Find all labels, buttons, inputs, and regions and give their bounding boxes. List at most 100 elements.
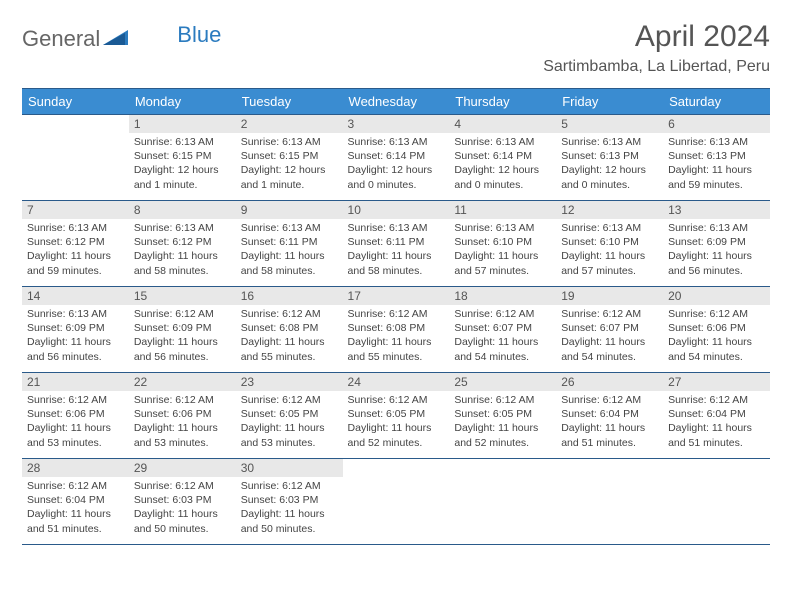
day-line: Sunset: 6:05 PM (454, 407, 551, 421)
day-content: Sunrise: 6:12 AMSunset: 6:03 PMDaylight:… (236, 477, 343, 539)
day-line: Sunrise: 6:13 AM (454, 135, 551, 149)
day-line: Daylight: 11 hours (348, 335, 445, 349)
day-line: Sunset: 6:06 PM (134, 407, 231, 421)
day-line: and 59 minutes. (27, 264, 124, 278)
day-content: Sunrise: 6:13 AMSunset: 6:11 PMDaylight:… (343, 219, 450, 281)
day-line: Sunset: 6:09 PM (134, 321, 231, 335)
day-line: Sunset: 6:14 PM (454, 149, 551, 163)
calendar-week-row: 28Sunrise: 6:12 AMSunset: 6:04 PMDayligh… (22, 459, 770, 545)
day-line: Sunset: 6:11 PM (241, 235, 338, 249)
calendar-day-cell (556, 459, 663, 545)
calendar-day-cell: 16Sunrise: 6:12 AMSunset: 6:08 PMDayligh… (236, 287, 343, 373)
brand-part1: General (22, 26, 100, 52)
calendar-day-cell: 22Sunrise: 6:12 AMSunset: 6:06 PMDayligh… (129, 373, 236, 459)
day-line: and 1 minute. (134, 178, 231, 192)
day-number: 23 (236, 373, 343, 391)
day-number: 6 (663, 115, 770, 133)
day-number: 16 (236, 287, 343, 305)
day-content: Sunrise: 6:12 AMSunset: 6:04 PMDaylight:… (556, 391, 663, 453)
day-line: Sunset: 6:03 PM (241, 493, 338, 507)
calendar-day-cell: 17Sunrise: 6:12 AMSunset: 6:08 PMDayligh… (343, 287, 450, 373)
day-line: Sunrise: 6:12 AM (454, 393, 551, 407)
day-line: Sunset: 6:04 PM (668, 407, 765, 421)
day-line: and 58 minutes. (241, 264, 338, 278)
day-line: Sunrise: 6:12 AM (561, 307, 658, 321)
day-line: and 56 minutes. (134, 350, 231, 364)
day-line: Sunset: 6:10 PM (561, 235, 658, 249)
brand-logo: General Blue (22, 20, 221, 52)
calendar-day-cell: 3Sunrise: 6:13 AMSunset: 6:14 PMDaylight… (343, 115, 450, 201)
day-line: Sunrise: 6:13 AM (668, 135, 765, 149)
day-line: Sunset: 6:06 PM (27, 407, 124, 421)
day-number: 21 (22, 373, 129, 391)
day-line: and 54 minutes. (454, 350, 551, 364)
day-content: Sunrise: 6:12 AMSunset: 6:03 PMDaylight:… (129, 477, 236, 539)
day-line: Daylight: 11 hours (27, 249, 124, 263)
day-line: Daylight: 11 hours (348, 421, 445, 435)
day-line: Sunrise: 6:12 AM (561, 393, 658, 407)
day-content: Sunrise: 6:12 AMSunset: 6:09 PMDaylight:… (129, 305, 236, 367)
day-content: Sunrise: 6:13 AMSunset: 6:14 PMDaylight:… (343, 133, 450, 195)
day-number: 5 (556, 115, 663, 133)
day-content: Sunrise: 6:12 AMSunset: 6:08 PMDaylight:… (343, 305, 450, 367)
day-content: Sunrise: 6:12 AMSunset: 6:05 PMDaylight:… (236, 391, 343, 453)
day-line: Daylight: 11 hours (454, 249, 551, 263)
day-line: Daylight: 11 hours (27, 421, 124, 435)
day-content: Sunrise: 6:12 AMSunset: 6:06 PMDaylight:… (129, 391, 236, 453)
day-line: Sunrise: 6:13 AM (561, 221, 658, 235)
day-line: Daylight: 11 hours (134, 507, 231, 521)
day-line: Daylight: 11 hours (668, 163, 765, 177)
day-line: Daylight: 11 hours (668, 421, 765, 435)
calendar-day-cell: 11Sunrise: 6:13 AMSunset: 6:10 PMDayligh… (449, 201, 556, 287)
weekday-header: Wednesday (343, 89, 450, 115)
day-number: 30 (236, 459, 343, 477)
day-line: Daylight: 11 hours (454, 421, 551, 435)
day-content: Sunrise: 6:13 AMSunset: 6:11 PMDaylight:… (236, 219, 343, 281)
day-line: Sunrise: 6:12 AM (27, 393, 124, 407)
day-line: and 0 minutes. (348, 178, 445, 192)
day-content: Sunrise: 6:13 AMSunset: 6:14 PMDaylight:… (449, 133, 556, 195)
day-line: Sunset: 6:07 PM (561, 321, 658, 335)
calendar-day-cell: 15Sunrise: 6:12 AMSunset: 6:09 PMDayligh… (129, 287, 236, 373)
day-line: Sunrise: 6:13 AM (668, 221, 765, 235)
weekday-header: Thursday (449, 89, 556, 115)
day-number: 11 (449, 201, 556, 219)
day-line: and 56 minutes. (27, 350, 124, 364)
day-line: and 55 minutes. (241, 350, 338, 364)
day-line: Daylight: 11 hours (134, 249, 231, 263)
day-number: 22 (129, 373, 236, 391)
day-number: 1 (129, 115, 236, 133)
month-title: April 2024 (543, 20, 770, 54)
calendar-day-cell: 30Sunrise: 6:12 AMSunset: 6:03 PMDayligh… (236, 459, 343, 545)
day-content: Sunrise: 6:12 AMSunset: 6:07 PMDaylight:… (449, 305, 556, 367)
brand-part2: Blue (177, 22, 221, 48)
day-line: and 53 minutes. (241, 436, 338, 450)
day-line: Sunset: 6:05 PM (241, 407, 338, 421)
calendar-day-cell: 5Sunrise: 6:13 AMSunset: 6:13 PMDaylight… (556, 115, 663, 201)
weekday-header: Sunday (22, 89, 129, 115)
day-line: Daylight: 11 hours (241, 507, 338, 521)
day-line: Sunset: 6:09 PM (27, 321, 124, 335)
day-number: 28 (22, 459, 129, 477)
calendar-day-cell: 10Sunrise: 6:13 AMSunset: 6:11 PMDayligh… (343, 201, 450, 287)
day-line: Daylight: 12 hours (561, 163, 658, 177)
calendar-day-cell: 21 Sunrise: 6:12 AMSunset: 6:06 PMDayligh… (22, 373, 129, 459)
day-line: Sunrise: 6:13 AM (134, 221, 231, 235)
calendar-day-cell: 7Sunrise: 6:13 AMSunset: 6:12 PMDaylight… (22, 201, 129, 287)
day-line: Daylight: 11 hours (241, 335, 338, 349)
calendar-day-cell (663, 459, 770, 545)
day-content: Sunrise: 6:13 AMSunset: 6:12 PMDaylight:… (22, 219, 129, 281)
day-content: Sunrise: 6:13 AMSunset: 6:09 PMDaylight:… (663, 219, 770, 281)
day-number: 27 (663, 373, 770, 391)
day-line: Daylight: 11 hours (668, 335, 765, 349)
calendar-day-cell: 29Sunrise: 6:12 AMSunset: 6:03 PMDayligh… (129, 459, 236, 545)
day-content: Sunrise: 6:13 AMSunset: 6:09 PMDaylight:… (22, 305, 129, 367)
day-number: 8 (129, 201, 236, 219)
day-content: Sunrise: 6:13 AMSunset: 6:10 PMDaylight:… (449, 219, 556, 281)
day-line: Sunrise: 6:12 AM (454, 307, 551, 321)
day-number: 13 (663, 201, 770, 219)
day-content: Sunrise: 6:13 AMSunset: 6:15 PMDaylight:… (236, 133, 343, 195)
day-line: Sunrise: 6:12 AM (27, 479, 124, 493)
day-line: Sunset: 6:11 PM (348, 235, 445, 249)
day-line: Sunrise: 6:12 AM (241, 479, 338, 493)
